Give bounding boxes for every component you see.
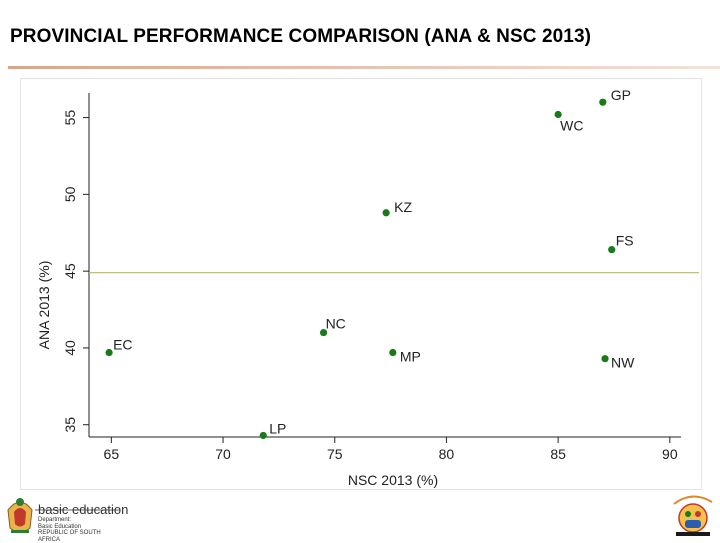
brand-name: basic education <box>38 502 129 517</box>
x-tick-label: 65 <box>104 446 120 462</box>
chart-panel: 65 70 75 80 85 90 35 40 45 50 55 GP WC KZ FS NC EC MP NW L… <box>20 78 702 490</box>
y-axis-title: ANA 2013 (%) <box>36 261 52 350</box>
y-tick-label: 45 <box>62 263 78 279</box>
data-point-mp <box>389 348 397 357</box>
x-tick-label: 80 <box>439 446 455 462</box>
dept-line: Basic Education <box>38 523 82 530</box>
data-point-nc <box>319 328 328 337</box>
data-label-nw: NW <box>611 355 635 371</box>
data-label-ec: EC <box>113 337 132 353</box>
x-tick-label: 85 <box>550 446 566 462</box>
page-title: PROVINCIAL PERFORMANCE COMPARISON (ANA &… <box>10 26 592 47</box>
y-tick-label: 40 <box>62 340 78 356</box>
data-label-kz: KZ <box>394 199 412 215</box>
data-label-mp: MP <box>400 349 421 365</box>
data-label-fs: FS <box>616 233 634 249</box>
data-point-kz <box>382 209 390 217</box>
y-tick-label: 55 <box>62 110 78 126</box>
x-tick-label: 90 <box>662 446 678 462</box>
data-point-nw <box>601 355 609 363</box>
data-point-ec <box>105 348 113 357</box>
axes: 65 70 75 80 85 90 35 40 45 50 55 <box>62 93 681 462</box>
dept-line: Department: <box>38 517 72 523</box>
data-points: GP WC KZ FS NC EC MP NW LP <box>105 87 635 440</box>
data-point-wc <box>554 110 562 119</box>
anniversary-logo-icon <box>673 495 713 536</box>
department-text: Department: Basic Education REPUBLIC OF … <box>38 517 120 543</box>
dept-line: REPUBLIC OF SOUTH AFRICA <box>38 530 101 543</box>
y-tick-label: 35 <box>62 417 78 433</box>
data-point-gp <box>599 98 607 106</box>
data-point-lp <box>259 431 267 440</box>
data-label-wc: WC <box>560 118 583 134</box>
x-tick-label: 70 <box>215 446 231 462</box>
x-tick-label: 75 <box>327 446 343 462</box>
data-label-lp: LP <box>269 420 286 436</box>
coat-of-arms-icon <box>7 498 33 533</box>
y-tick-label: 50 <box>62 186 78 202</box>
department-logo <box>7 498 120 533</box>
data-point-fs <box>608 246 616 254</box>
scatter-chart: 65 70 75 80 85 90 35 40 45 50 55 GP WC KZ FS NC EC MP NW L… <box>36 87 699 488</box>
x-axis-title: NSC 2013 (%) <box>348 472 438 488</box>
title-underline <box>8 66 720 69</box>
axis-labels: NSC 2013 (%) ANA 2013 (%) <box>36 261 438 488</box>
data-label-nc: NC <box>326 316 346 332</box>
data-label-gp: GP <box>611 87 631 103</box>
